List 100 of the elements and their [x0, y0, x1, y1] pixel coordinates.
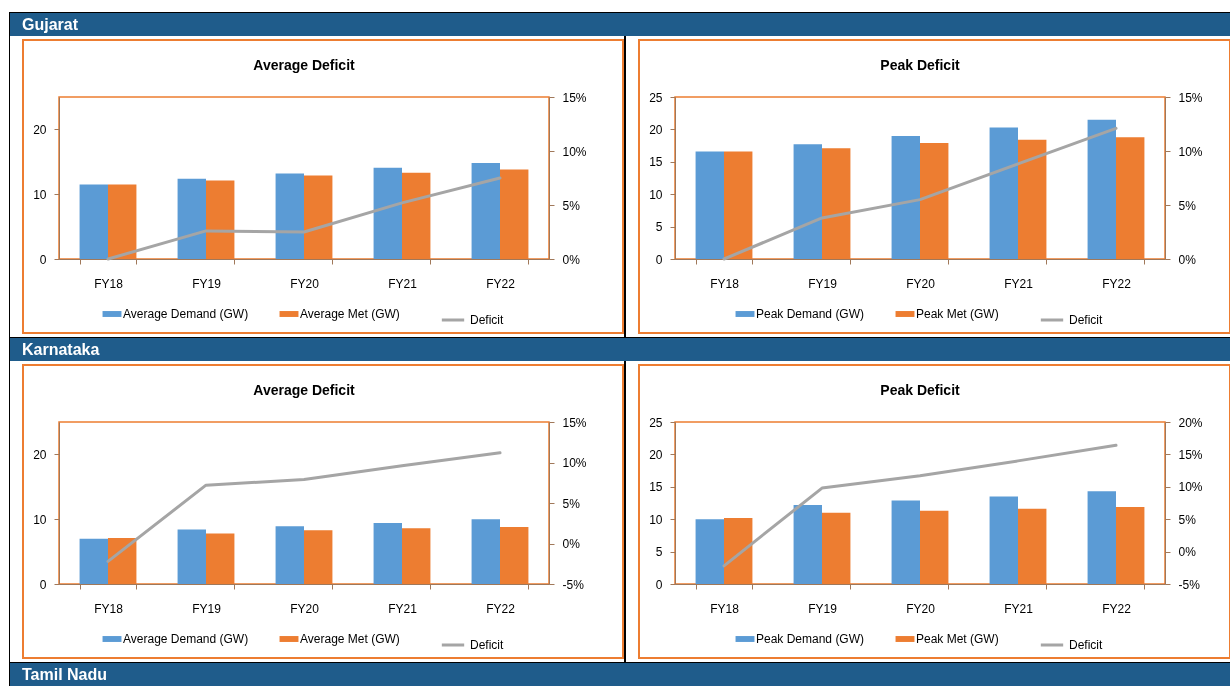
legend-label: Average Met (GW) [300, 307, 400, 321]
y2-tick-label: -5% [562, 577, 585, 592]
legend-label: Peak Demand (GW) [756, 632, 865, 646]
y2-tick-label: 5% [562, 496, 581, 511]
x-tick-label: FY21 [388, 276, 418, 291]
line-series [106, 451, 502, 563]
bar [79, 538, 108, 584]
bar [1087, 491, 1116, 584]
legend-label: Average Demand (GW) [123, 632, 249, 646]
y2-tick-label: 15% [562, 90, 587, 105]
x-tick-label: FY18 [710, 276, 740, 291]
y-tick-label: 10 [649, 187, 663, 202]
y2-tick-label: 10% [562, 456, 587, 470]
y2-tick-label: 15% [1178, 90, 1203, 105]
y-tick-label: 15 [649, 480, 663, 495]
x-tick-label: FY20 [906, 601, 936, 616]
bar [177, 178, 206, 259]
y-tick-label: 5 [655, 220, 663, 235]
y-tick-label: 0 [39, 252, 47, 267]
legend-label: Peak Demand (GW) [756, 307, 865, 321]
y2-tick-label: 0% [562, 537, 581, 551]
y2-tick-label: 10% [1178, 144, 1203, 159]
y-tick-label: 20 [649, 447, 663, 462]
line-series [722, 443, 1118, 568]
bar [989, 496, 1018, 584]
y-tick-label: 10 [33, 512, 47, 527]
y-tick-label: 20 [33, 447, 47, 462]
x-tick-label: FY22 [486, 276, 516, 291]
bar [891, 135, 920, 259]
y2-tick-label: 15% [1178, 447, 1203, 462]
y2-tick-label: 0% [1178, 545, 1197, 560]
line-series [722, 126, 1118, 261]
legend-label: Deficit [470, 313, 505, 327]
text: Gujarat [10, 12, 1230, 36]
bar [1087, 119, 1116, 259]
legend-label: Average Demand (GW) [123, 307, 249, 321]
x-tick-label: FY22 [486, 601, 516, 616]
bar [471, 163, 500, 259]
y-tick-label: 20 [649, 122, 663, 137]
bar [373, 167, 402, 259]
y2-tick-label: -5% [1178, 577, 1201, 592]
x-tick-label: FY20 [906, 276, 936, 291]
bar [275, 526, 304, 584]
y-tick-label: 5 [655, 545, 663, 560]
bar [695, 519, 724, 584]
y-tick-label: 10 [33, 187, 47, 202]
bar [177, 529, 206, 584]
legend-label: Deficit [1069, 313, 1104, 327]
chart-title: Peak Deficit [880, 382, 961, 398]
y2-tick-label: 0% [562, 252, 581, 267]
x-tick-label: FY21 [1004, 601, 1034, 616]
y-tick-label: 25 [649, 90, 663, 105]
x-tick-label: FY22 [1102, 276, 1132, 291]
text: Karnataka [10, 337, 1230, 361]
legend-label: Deficit [1069, 638, 1104, 652]
chart-title: Peak Deficit [880, 57, 961, 73]
bar [793, 144, 822, 259]
y2-tick-label: 5% [1178, 512, 1197, 527]
y-tick-label: 15 [649, 155, 663, 170]
bar [373, 523, 402, 584]
x-tick-label: FY18 [94, 276, 124, 291]
x-tick-label: FY18 [94, 601, 124, 616]
line-series [106, 176, 502, 261]
bar [275, 173, 304, 259]
y-tick-label: 0 [39, 577, 47, 592]
bar [891, 500, 920, 584]
y2-tick-label: 0% [1178, 252, 1197, 267]
x-tick-label: FY19 [192, 601, 222, 616]
y-tick-label: 25 [649, 415, 663, 430]
y-tick-label: 20 [33, 122, 47, 137]
y-tick-label: 0 [655, 252, 663, 267]
x-tick-label: FY20 [290, 276, 320, 291]
bar [695, 151, 724, 259]
x-tick-label: FY18 [710, 601, 740, 616]
y2-tick-label: 10% [562, 144, 587, 159]
y2-tick-label: 5% [562, 198, 581, 213]
x-tick-label: FY19 [808, 276, 838, 291]
x-tick-label: FY22 [1102, 601, 1132, 616]
x-tick-label: FY20 [290, 601, 320, 616]
text: Tamil Nadu [10, 662, 1230, 686]
x-tick-label: FY19 [192, 276, 222, 291]
y-tick-label: 0 [655, 577, 663, 592]
x-tick-label: FY19 [808, 601, 838, 616]
chart-title: Average Deficit [253, 57, 356, 73]
y2-tick-label: 5% [1178, 198, 1197, 213]
y2-tick-label: 10% [1178, 480, 1203, 495]
legend-label: Peak Met (GW) [916, 307, 999, 321]
y-tick-label: 10 [649, 512, 663, 527]
bar [793, 504, 822, 584]
x-tick-label: FY21 [1004, 276, 1034, 291]
chart-title: Average Deficit [253, 382, 356, 398]
y2-tick-label: 15% [562, 415, 587, 430]
x-tick-label: FY21 [388, 601, 418, 616]
legend-label: Average Met (GW) [300, 632, 400, 646]
bar [471, 519, 500, 584]
legend-label: Deficit [470, 638, 505, 652]
legend-label: Peak Met (GW) [916, 632, 999, 646]
bar [989, 127, 1018, 259]
y2-tick-label: 20% [1178, 415, 1203, 430]
bar [79, 184, 108, 259]
